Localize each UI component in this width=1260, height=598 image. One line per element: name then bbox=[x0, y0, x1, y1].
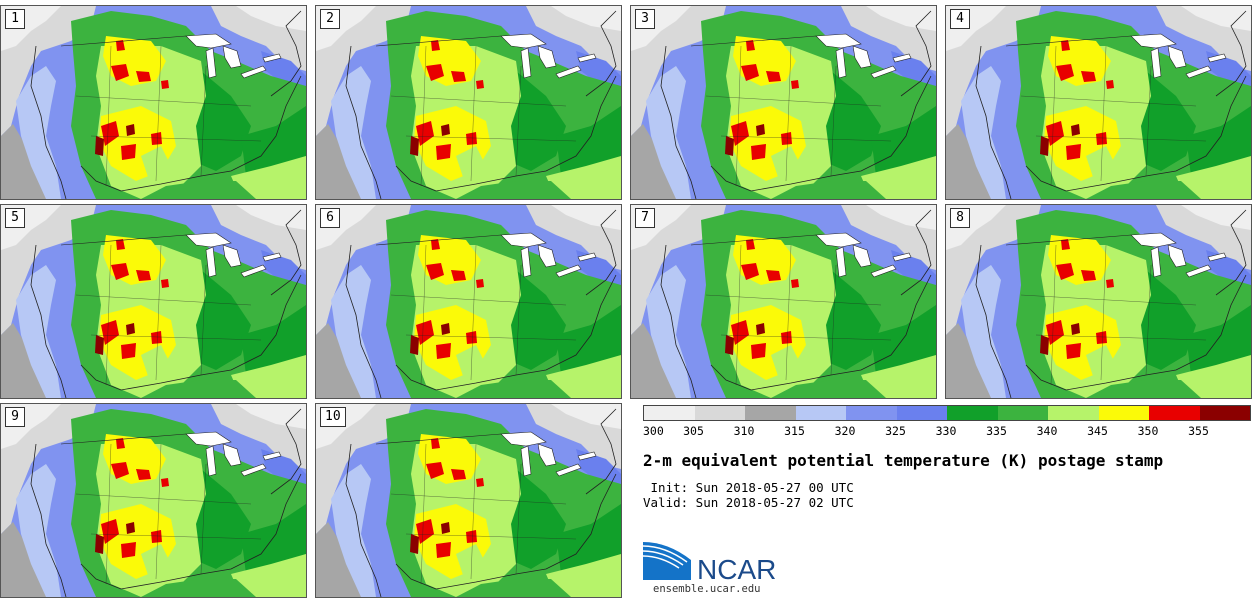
colorbar-segment bbox=[745, 406, 796, 420]
member-number: 7 bbox=[635, 208, 655, 228]
ensemble-member-panel: 9 bbox=[0, 403, 307, 598]
ensemble-member-panel: 4 bbox=[945, 5, 1252, 200]
member-map bbox=[1, 6, 306, 199]
colorbar-segment bbox=[1149, 406, 1200, 420]
logo-url: ensemble.ucar.edu bbox=[653, 583, 761, 595]
member-map bbox=[631, 205, 936, 398]
colorbar bbox=[643, 405, 1251, 421]
ensemble-member-panel: 3 bbox=[630, 5, 937, 200]
ensemble-member-panel: 7 bbox=[630, 204, 937, 399]
init-time: Init: Sun 2018-05-27 00 UTC bbox=[643, 480, 854, 495]
colorbar-tick-label: 355 bbox=[1188, 424, 1209, 438]
member-map bbox=[316, 6, 621, 199]
ensemble-member-panel: 10 bbox=[315, 403, 622, 598]
colorbar-segment bbox=[1048, 406, 1099, 420]
colorbar-tick-label: 310 bbox=[733, 424, 755, 438]
colorbar-tick-label: 320 bbox=[834, 424, 856, 438]
member-number: 1 bbox=[5, 9, 25, 29]
colorbar-tick-label: 315 bbox=[784, 424, 805, 438]
colorbar-ticks: 300 305 310 315 320 325 330 335 340 345 350 355 bbox=[643, 424, 1249, 440]
colorbar-segment bbox=[896, 406, 947, 420]
member-map bbox=[316, 205, 621, 398]
ensemble-member-panel: 2 bbox=[315, 5, 622, 200]
colorbar-tick-label: 345 bbox=[1087, 424, 1108, 438]
colorbar-segment bbox=[1199, 406, 1250, 420]
member-number: 9 bbox=[5, 407, 25, 427]
colorbar-tick-label: 350 bbox=[1137, 424, 1159, 438]
colorbar-segment bbox=[1098, 406, 1149, 420]
member-number: 3 bbox=[635, 9, 655, 29]
ensemble-member-panel: 1 bbox=[0, 5, 307, 200]
member-map bbox=[316, 404, 621, 597]
logo-text: NCAR bbox=[697, 554, 776, 584]
colorbar-segment bbox=[694, 406, 745, 420]
colorbar-tick-label: 330 bbox=[935, 424, 957, 438]
member-map bbox=[946, 6, 1251, 199]
ensemble-member-panel: 8 bbox=[945, 204, 1252, 399]
member-map bbox=[1, 205, 306, 398]
valid-time: Valid: Sun 2018-05-27 02 UTC bbox=[643, 495, 854, 510]
member-map bbox=[631, 6, 936, 199]
colorbar-segment bbox=[795, 406, 846, 420]
colorbar-segment bbox=[997, 406, 1048, 420]
colorbar-segment bbox=[644, 406, 695, 420]
ensemble-member-panel: 5 bbox=[0, 204, 307, 399]
colorbar-tick-label: 335 bbox=[986, 424, 1007, 438]
colorbar-tick-label: 340 bbox=[1036, 424, 1058, 438]
member-number: 8 bbox=[950, 208, 970, 228]
member-number: 5 bbox=[5, 208, 25, 228]
member-map bbox=[946, 205, 1251, 398]
colorbar-segment bbox=[947, 406, 998, 420]
member-number: 4 bbox=[950, 9, 970, 29]
plot-title: 2-m equivalent potential temperature (K)… bbox=[643, 451, 1164, 470]
member-number: 6 bbox=[320, 208, 340, 228]
ensemble-member-panel: 6 bbox=[315, 204, 622, 399]
member-map bbox=[1, 404, 306, 597]
member-number: 2 bbox=[320, 9, 340, 29]
colorbar-segment bbox=[846, 406, 897, 420]
ncar-logo: NCAR bbox=[643, 542, 776, 584]
colorbar-tick-label: 325 bbox=[885, 424, 906, 438]
member-number: 10 bbox=[320, 407, 346, 427]
colorbar-tick-label: 300 bbox=[643, 424, 664, 438]
colorbar-tick-label: 305 bbox=[683, 424, 704, 438]
